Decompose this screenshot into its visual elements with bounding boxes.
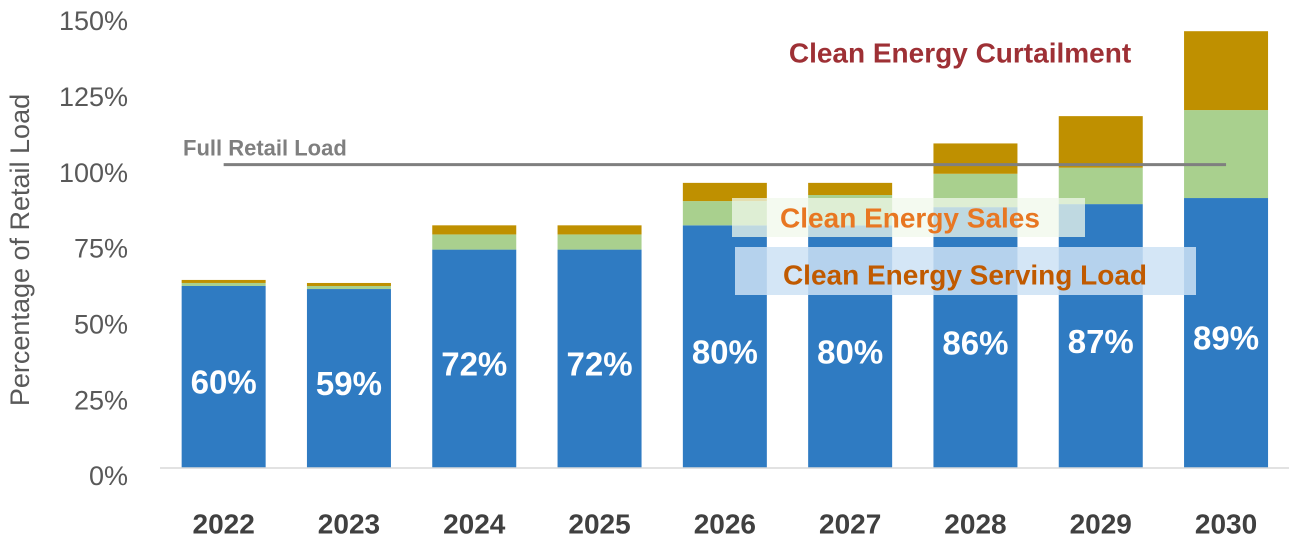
bar-segment	[306, 289, 391, 468]
bar-segment	[1184, 31, 1269, 111]
bar-segment	[557, 225, 642, 235]
data-label: 72%	[567, 346, 633, 383]
bar-segment	[1058, 116, 1143, 168]
x-tick-label: 2028	[944, 508, 1006, 539]
x-tick-label: 2027	[819, 508, 881, 539]
legend-label: Clean Energy Curtailment	[789, 37, 1131, 68]
legend-label: Clean Energy Serving Load	[783, 259, 1147, 290]
x-tick-label: 2022	[193, 508, 255, 539]
reference-label: Full Retail Load	[183, 135, 347, 160]
label-backdrop	[732, 198, 1085, 237]
legend-label: Clean Energy Sales	[780, 202, 1040, 233]
bar-segment	[432, 249, 517, 468]
y-tick-label: 50%	[74, 309, 128, 339]
data-label: 72%	[441, 346, 507, 383]
bar-segment	[432, 225, 517, 235]
bar-segment	[557, 234, 642, 250]
y-axis-title: Percentage of Retail Load	[5, 94, 35, 406]
x-tick-label: 2030	[1195, 508, 1257, 539]
y-tick-label: 0%	[89, 461, 128, 491]
data-label: 80%	[692, 333, 758, 370]
y-tick-label: 150%	[59, 6, 128, 36]
data-label: 89%	[1193, 320, 1259, 357]
bar-segment	[1184, 110, 1269, 199]
bar-segment	[808, 182, 893, 195]
x-tick-label: 2023	[318, 508, 380, 539]
bar-segment	[306, 286, 391, 290]
x-tick-label: 2029	[1070, 508, 1132, 539]
bar-segment	[306, 282, 391, 286]
y-tick-label: 125%	[59, 82, 128, 112]
bar-segment	[557, 249, 642, 468]
bar-segment	[933, 143, 1018, 174]
x-tick-label: 2025	[568, 508, 630, 539]
y-tick-label: 75%	[74, 234, 128, 264]
bar-segment	[682, 182, 767, 202]
bar-segment	[181, 282, 266, 286]
y-tick-label: 100%	[59, 158, 128, 188]
bar-segment	[181, 286, 266, 468]
data-label: 59%	[316, 365, 382, 402]
overlay	[732, 198, 1196, 295]
y-tick-label: 25%	[74, 385, 128, 415]
data-label: 80%	[817, 333, 883, 370]
bar-segment	[181, 279, 266, 283]
data-label: 86%	[942, 324, 1008, 361]
x-tick-label: 2026	[694, 508, 756, 539]
data-label: 87%	[1068, 323, 1134, 360]
label-backdrop	[735, 247, 1196, 295]
data-label: 60%	[191, 364, 257, 401]
bar-segment	[432, 234, 517, 250]
bar-segment	[1184, 198, 1269, 469]
x-tick-label: 2024	[443, 508, 506, 539]
